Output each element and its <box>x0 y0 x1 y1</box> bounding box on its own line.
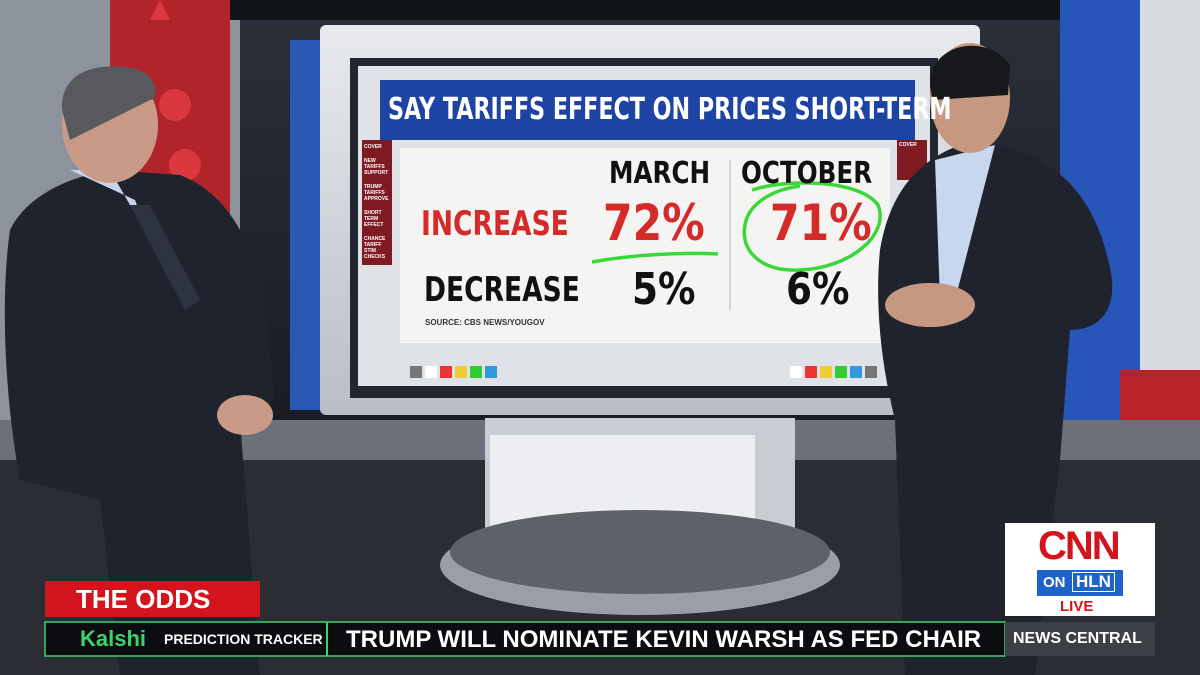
show-name: NEWS CENTRAL <box>1013 630 1142 647</box>
row-label: INCREASE <box>421 204 569 244</box>
screen-title: SAY TARIFFS EFFECT ON PRICES SHORT-TERM <box>388 92 952 127</box>
value-cell: 6% <box>786 264 850 315</box>
headline: TRUMP WILL NOMINATE KEVIN WARSH AS FED C… <box>346 626 982 653</box>
row-label: DECREASE <box>424 270 580 310</box>
network-on: ON <box>1043 574 1066 591</box>
partner-logo: HLN <box>1072 572 1115 592</box>
menu-item[interactable]: COVER <box>364 144 382 150</box>
value-cell: 71% <box>770 194 872 252</box>
live-label: LIVE <box>1060 598 1094 615</box>
column-header: OCTOBER <box>741 156 873 191</box>
menu-item[interactable]: CHANCE TARIFF STIM CHECKS <box>364 236 386 260</box>
menu-item[interactable]: TRUMP TARIFFS APPROVE <box>364 184 389 202</box>
menu-item[interactable]: COVER <box>899 142 917 148</box>
menu-item[interactable]: SHORT TERM EFFECT <box>364 210 384 228</box>
source-note: SOURCE: CBS NEWS/YOUGOV <box>425 318 545 327</box>
menu-item[interactable]: NEW TARIFFS SUPPORT <box>364 158 389 176</box>
ticker: TRUMP WILL NOMINATE KEVIN WARSH AS FED C… <box>330 622 1002 656</box>
screen-menu: COVER <box>899 142 927 156</box>
column-header: MARCH <box>609 156 711 191</box>
value-cell: 5% <box>632 264 696 315</box>
network-logo: CNN <box>1038 524 1121 568</box>
screen-menu: COVER NEW TARIFFS SUPPORT TRUMP TARIFFS AP… <box>364 144 392 268</box>
sponsor: Kalshi <box>80 626 147 651</box>
segment-label: THE ODDS <box>76 584 211 614</box>
tracker-label: PREDICTION TRACKER <box>164 631 323 647</box>
value-cell: 72% <box>603 194 705 252</box>
